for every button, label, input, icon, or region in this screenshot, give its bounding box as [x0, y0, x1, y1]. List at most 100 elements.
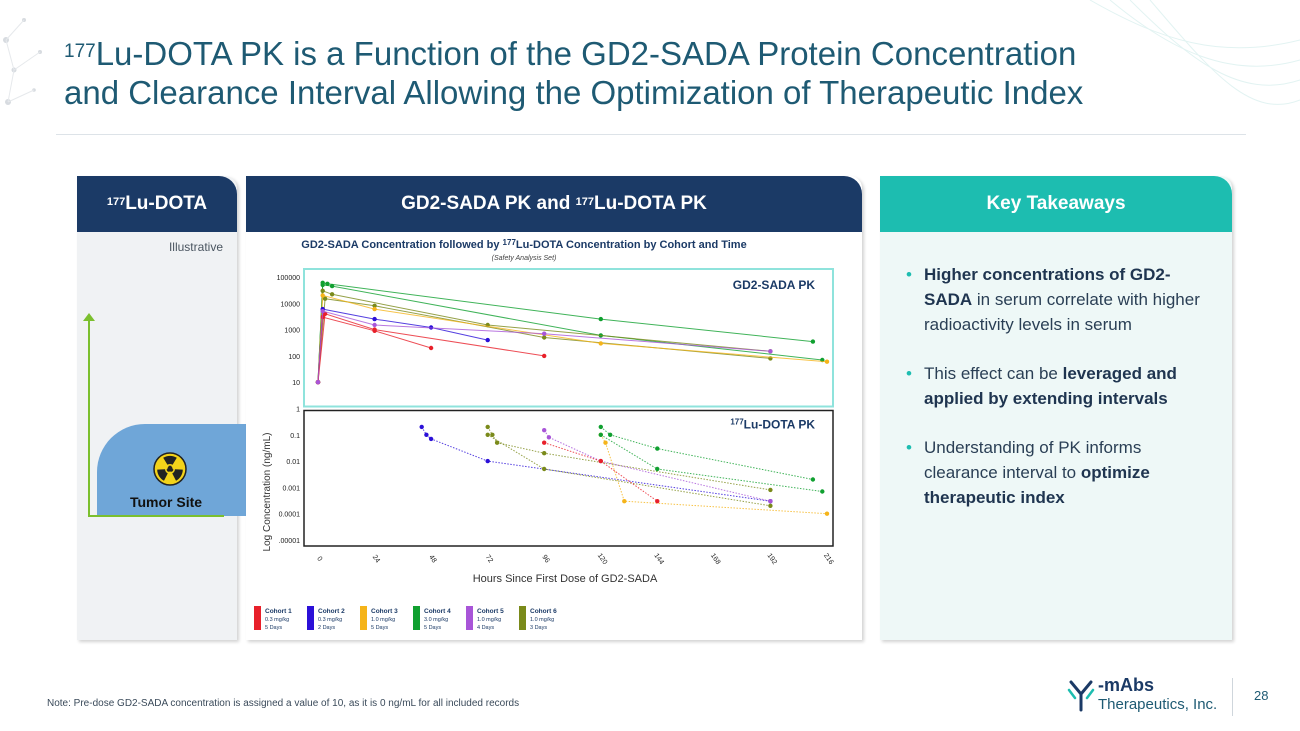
lu177-data-point: [810, 477, 816, 482]
legend-swatch: [413, 606, 420, 630]
lu177-data-point: [546, 435, 552, 440]
gd2sada-data-point: [542, 331, 547, 336]
legend-swatch: [360, 606, 367, 630]
footer-divider: [1232, 678, 1233, 716]
tumor-site-label: Tumor Site: [129, 494, 203, 510]
y-tick-label: 0.001: [282, 485, 300, 492]
legend-cohort-interval: 5 Days: [265, 625, 282, 631]
lu177-data-point: [542, 428, 547, 433]
gd2sada-data-point: [428, 345, 434, 351]
gd2sada-data-point: [329, 283, 335, 289]
legend-cohort-dose: 3.0 mg/kg: [424, 617, 448, 623]
gd2sada-data-point: [372, 303, 377, 308]
lu177-data-point: [622, 499, 627, 504]
x-axis-line: [88, 515, 224, 517]
y-tick-label: 100: [288, 354, 300, 361]
x-tick-label: 0: [315, 556, 323, 563]
legend-cohort-name: Cohort 5: [477, 608, 504, 615]
gd2sada-data-point: [598, 316, 603, 322]
legend-cohort-dose: 0.3 mg/kg: [265, 617, 289, 623]
legend-swatch: [519, 606, 526, 630]
footnote: Note: Pre-dose GD2-SADA concentration is…: [47, 698, 520, 709]
gd2sada-data-point: [824, 359, 830, 364]
gd2sada-series-line: [317, 313, 545, 383]
gd2sada-data-point: [372, 306, 377, 312]
x-tick-label: 72: [484, 554, 494, 564]
legend-cohort-interval: 2 Days: [318, 625, 335, 631]
pk-chart-panel: GD2-SADA PK and 177 Lu-DOTA PK GD2-SADA C…: [246, 176, 862, 640]
lu177-data-point: [419, 424, 424, 430]
gd2sada-data-point: [542, 335, 547, 340]
legend-swatch: [307, 606, 314, 630]
y-tick-label: 0.1: [290, 433, 300, 440]
y-tick-label: 0.01: [286, 459, 300, 466]
gd2sada-series-line: [317, 284, 823, 383]
legend-cohort-interval: 3 Days: [530, 625, 547, 631]
lu177-data-point: [603, 440, 608, 445]
gd2sada-data-point: [320, 293, 325, 298]
gd2sada-data-point: [372, 316, 377, 322]
y-tick-label: 0.0001: [279, 512, 301, 519]
lu177-data-point: [598, 424, 603, 430]
lu177-data-point: [542, 440, 547, 445]
legend-cohort-dose: 0.3 mg/kg: [318, 617, 342, 623]
lu177-data-point: [655, 499, 660, 504]
gd2sada-data-point: [329, 292, 335, 297]
lu177-data-point: [608, 432, 613, 437]
legend-cohort-name: Cohort 1: [265, 608, 292, 615]
chart-subtitle: (Safety Analysis Set): [492, 255, 557, 262]
lu177-data-point: [424, 432, 429, 437]
gd2sada-panel-frame: [303, 268, 834, 408]
lu177-data-point: [655, 466, 660, 472]
x-tick-label: 216: [822, 552, 834, 566]
lu177-panel-frame: [303, 409, 834, 547]
legend-cohort-interval: 5 Days: [371, 625, 388, 631]
lu177-series-line: [421, 426, 771, 502]
gd2sada-data-point: [810, 339, 816, 344]
x-tick-label: 120: [596, 552, 608, 566]
y-tick-label: .00001: [279, 538, 301, 545]
radiation-icon: [153, 452, 187, 486]
page-title: 177Lu-DOTA PK is a Function of the GD2-S…: [64, 35, 1084, 111]
chart-y-axis-label: Log Concentration (ng/mL): [262, 433, 273, 552]
page-number: 28: [1254, 688, 1269, 703]
y-tick-label: 100000: [277, 275, 300, 282]
gd2sada-data-point: [598, 341, 603, 346]
x-tick-label: 144: [652, 552, 664, 566]
gd2sada-data-point: [320, 309, 325, 314]
gd2sada-data-point: [542, 353, 547, 359]
gd2sada-data-point: [315, 380, 321, 385]
illustrative-label: Illustrative: [168, 240, 223, 254]
title-divider: [56, 134, 1246, 135]
lu177-data-point: [768, 499, 773, 504]
lu177-series-line: [544, 442, 658, 502]
gd2sada-data-point: [320, 288, 325, 293]
legend-cohort-interval: 4 Days: [477, 625, 494, 631]
chart-title: GD2-SADA Concentration followed by 177Lu…: [301, 238, 746, 251]
lu-dota-panel-header: 177 Lu-DOTA: [77, 176, 237, 232]
lu177-data-point: [655, 446, 660, 451]
lu177-series-line: [543, 429, 771, 502]
network-decoration: [3, 0, 1300, 105]
legend-cohort-name: Cohort 4: [424, 608, 451, 615]
gd2sada-data-point: [485, 337, 490, 343]
lu177-series-line: [487, 426, 771, 491]
x-tick-label: 192: [765, 552, 777, 566]
lu177-data-point: [485, 424, 490, 430]
key-takeaways-header: Key Takeaways: [880, 176, 1232, 232]
key-takeaways-panel: Key Takeaways Higher concentrations of G…: [880, 176, 1232, 640]
lu177-data-point: [485, 458, 490, 464]
lu177-data-point: [820, 489, 825, 494]
logo-mabs-text: -mAbs: [1098, 675, 1155, 695]
gd2sada-data-point: [372, 327, 377, 332]
logo-subtext: Therapeutics, Inc.: [1098, 696, 1218, 713]
company-logo: -mAbs Therapeutics, Inc.: [1066, 675, 1226, 716]
lu177-data-point: [542, 451, 547, 456]
lu177-data-point: [598, 432, 603, 437]
lu177-data-point: [428, 436, 434, 442]
takeaway-item: This effect can be leveraged and applied…: [906, 361, 1216, 411]
legend-cohort-dose: 1.0 mg/kg: [477, 617, 501, 623]
x-tick-label: 48: [427, 554, 437, 564]
lu177-series-line: [600, 426, 813, 480]
y-tick-label: 10: [292, 380, 300, 387]
